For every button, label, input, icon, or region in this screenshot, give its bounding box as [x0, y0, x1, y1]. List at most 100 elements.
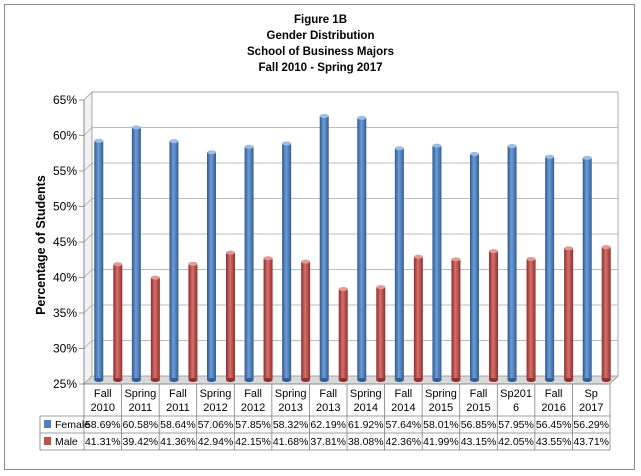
- female-bar-base: [432, 378, 442, 382]
- female-bar-top: [582, 155, 592, 160]
- category-label: 2011: [166, 402, 190, 414]
- male-bar: [376, 285, 386, 382]
- y-tick-label: 60%: [53, 129, 77, 143]
- gridline: [83, 340, 618, 349]
- male-bar-body: [526, 258, 536, 380]
- female-bar-body: [394, 148, 404, 380]
- male-bar: [601, 245, 611, 382]
- male-bar-top: [150, 275, 160, 280]
- female-bar-top: [470, 151, 479, 156]
- male-bar-body: [451, 259, 461, 380]
- female-bar-top: [282, 141, 292, 146]
- female-bar-top: [94, 138, 104, 143]
- female-value-cell: 58.01%: [423, 419, 459, 431]
- male-bar-body: [150, 277, 160, 380]
- male-bar-body: [413, 256, 423, 380]
- female-bar-body: [131, 127, 141, 380]
- male-bar-body: [601, 247, 611, 380]
- female-value-cell: 57.85%: [235, 419, 271, 431]
- female-value-cell: 58.32%: [273, 419, 309, 431]
- female-value-cell: 57.95%: [498, 419, 534, 431]
- y-axis-label: Percentage of Students: [34, 175, 48, 315]
- male-bar-top: [226, 250, 235, 255]
- male-bar-base: [226, 378, 235, 382]
- gridline: [83, 91, 618, 101]
- chart-title-line-4: Fall 2010 - Spring 2017: [258, 62, 383, 74]
- male-bar: [526, 256, 536, 382]
- female-value-cell: 62.19%: [310, 419, 346, 431]
- category-label: Spring: [200, 388, 232, 400]
- female-bar-body: [169, 141, 179, 380]
- chart-title-line-2: Gender Distribution: [266, 30, 375, 42]
- female-value-cell: 56.29%: [573, 419, 609, 431]
- female-bar-body: [207, 152, 216, 380]
- female-bar: [394, 146, 404, 382]
- female-bar: [507, 144, 517, 382]
- male-bar: [338, 287, 348, 382]
- male-bar-base: [564, 378, 574, 382]
- category-label: 2015: [466, 402, 490, 414]
- male-value-cell: 39.42%: [123, 436, 159, 448]
- category-label: Fall: [244, 388, 262, 400]
- male-bar-base: [489, 378, 498, 382]
- male-bar-top: [338, 287, 348, 292]
- y-tick-label: 65%: [53, 93, 77, 107]
- male-bar-body: [301, 261, 311, 380]
- female-bar: [131, 125, 141, 382]
- female-value-cell: 56.85%: [461, 419, 497, 431]
- male-bar-top: [564, 246, 574, 251]
- female-bar: [582, 155, 592, 382]
- female-bar-base: [131, 378, 141, 382]
- female-value-cell: 58.69%: [85, 419, 121, 431]
- male-value-cell: 43.15%: [461, 436, 497, 448]
- y-tick-label: 40%: [53, 271, 77, 285]
- female-bar: [244, 144, 254, 382]
- female-value-cell: 60.58%: [123, 419, 159, 431]
- female-bar-base: [357, 378, 367, 382]
- male-bar-body: [489, 251, 498, 380]
- category-label: 2012: [203, 402, 227, 414]
- male-value-cell: 41.31%: [85, 436, 121, 448]
- gridline: [83, 162, 618, 172]
- category-label: 6: [513, 402, 519, 414]
- female-bar-body: [357, 117, 367, 381]
- female-bar-body: [470, 153, 479, 380]
- female-bar-base: [169, 378, 179, 382]
- female-bar-base: [582, 378, 592, 382]
- male-bar-base: [263, 378, 273, 382]
- male-bar: [564, 246, 574, 382]
- female-bar-base: [207, 378, 216, 382]
- female-bar-body: [319, 115, 329, 381]
- male-bar: [188, 261, 198, 382]
- female-bar-base: [545, 378, 555, 382]
- female-bar: [282, 141, 292, 382]
- gridline: [83, 127, 618, 136]
- floor: [83, 375, 619, 385]
- male-bar-body: [376, 287, 386, 380]
- category-label: Spring: [350, 388, 382, 400]
- male-bar-base: [526, 378, 536, 382]
- female-value-cell: 57.64%: [386, 419, 422, 431]
- male-value-cell: 43.55%: [536, 436, 572, 448]
- female-bar-top: [357, 115, 367, 120]
- female-bar: [432, 143, 442, 382]
- female-bar: [545, 154, 555, 382]
- male-bar-base: [113, 378, 123, 382]
- male-bar-top: [489, 249, 498, 254]
- male-value-cell: 42.05%: [498, 436, 534, 448]
- female-bar: [357, 115, 367, 382]
- female-bar: [207, 150, 216, 382]
- female-bar-body: [432, 145, 442, 380]
- female-bar-top: [432, 143, 442, 148]
- y-tick-label: 25%: [53, 377, 77, 391]
- female-value-cell: 56.45%: [536, 419, 572, 431]
- male-bar: [489, 249, 498, 382]
- chart-title-line-3: School of Business Majors: [247, 46, 394, 58]
- category-label: 2015: [429, 402, 453, 414]
- female-bar-top: [244, 144, 254, 149]
- category-label: 2012: [241, 402, 265, 414]
- female-bar: [169, 139, 179, 382]
- female-bar-top: [319, 113, 329, 118]
- y-tick-label: 50%: [53, 200, 77, 214]
- category-label: 2013: [278, 402, 302, 414]
